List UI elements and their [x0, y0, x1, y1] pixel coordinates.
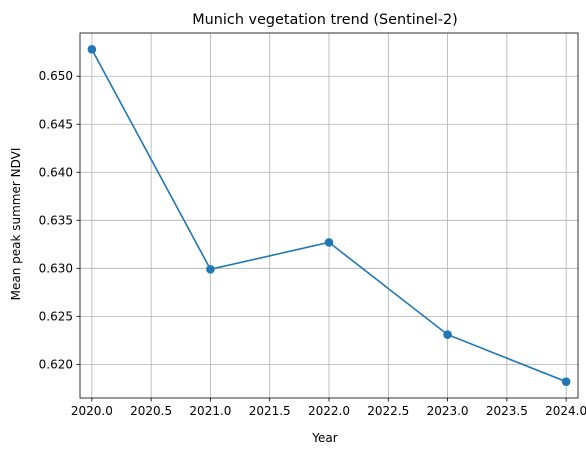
y-tick-label: 0.625 — [39, 309, 73, 323]
y-tick-label: 0.630 — [39, 261, 73, 275]
x-axis-label: Year — [311, 431, 337, 445]
x-tick-label: 2023.5 — [486, 404, 528, 418]
data-point — [561, 377, 571, 386]
y-tick-label: 0.635 — [39, 213, 73, 227]
data-point — [87, 45, 97, 54]
chart-title: Munich vegetation trend (Sentinel-2) — [192, 12, 457, 28]
x-tick-label: 2021.0 — [189, 404, 231, 418]
series-layer — [87, 45, 571, 386]
x-tick-label: 2021.5 — [249, 404, 291, 418]
plot-frame — [79, 32, 579, 399]
y-tick-label: 0.645 — [39, 117, 73, 131]
x-tick-label: 2022.0 — [308, 404, 350, 418]
x-tick-label: 2024.0 — [545, 404, 586, 418]
x-tick-label: 2023.0 — [427, 404, 469, 418]
data-point — [206, 264, 215, 274]
grid — [80, 33, 578, 398]
y-tick-label: 0.620 — [39, 357, 73, 371]
x-tick-label: 2022.5 — [367, 404, 409, 418]
x-tick-label: 2020.0 — [71, 404, 113, 418]
data-point — [324, 238, 334, 247]
y-tick-label: 0.640 — [39, 165, 73, 179]
y-axis-label: Mean peak summer NDVI — [9, 148, 23, 301]
axis-ticks: 2020.0 2020.5 2021.0 2021.5 2022.0 2022.5 2023… — [39, 69, 586, 418]
data-point — [443, 330, 452, 339]
x-tick-label: 2020.5 — [130, 404, 172, 418]
y-tick-label: 0.650 — [39, 69, 73, 83]
